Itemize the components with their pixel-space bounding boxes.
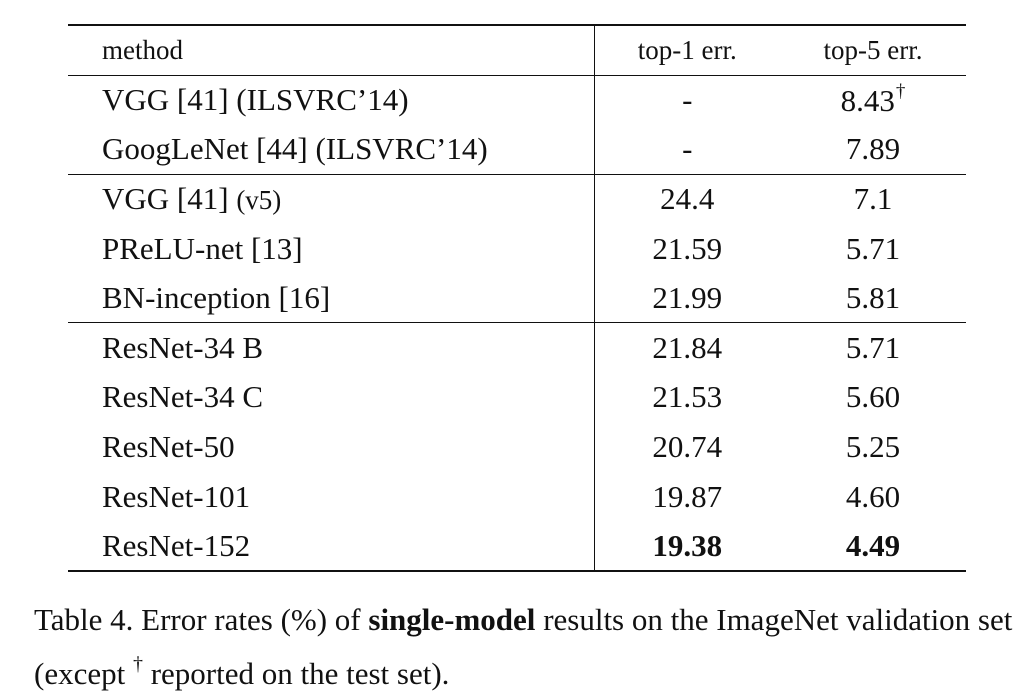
caption-prefix: Table 4. Error rates (%) of (34, 602, 369, 637)
caption-suffix: reported on the test set). (142, 656, 450, 691)
results-table-container: method top-1 err. top-5 err. VGG [41] (I… (68, 24, 966, 572)
top1-cell: - (593, 75, 780, 125)
header-top5-err: top-5 err. (780, 24, 966, 76)
method-version: (v5) (236, 185, 282, 216)
method-cell: ResNet-101 (102, 478, 251, 514)
table-row: VGG [41] (v5) 24.4 7.1 (68, 173, 966, 224)
header-top1-err: top-1 err. (593, 24, 780, 76)
top5-cell: 7.89 (845, 131, 901, 167)
header-method: method (68, 24, 594, 76)
method-cell: BN-inception [16] (102, 279, 331, 315)
method-cell: ResNet-152 (68, 521, 594, 572)
method-cell: GoogLeNet [44] (ILSVRC’14) (102, 131, 488, 167)
top1-cell: 21.59 (593, 223, 780, 274)
top5-cell: 4.60 (845, 478, 901, 514)
method-cell: ResNet-50 (102, 428, 235, 464)
method-name: VGG [41] (102, 181, 229, 217)
method-cell: ResNet-34 B (68, 322, 594, 373)
top5-cell: 5.25 (845, 428, 901, 464)
top5-cell: 5.71 (780, 322, 966, 373)
table-row: VGG [41] (ILSVRC’14) - 8.43† (68, 75, 966, 125)
table-row: ResNet-50 20.74 5.25 (68, 422, 966, 472)
top1-cell: 20.74 (593, 422, 780, 472)
top1-cell-best: 19.38 (593, 521, 780, 572)
caption-middle: results on the ImageNet validation set (… (34, 602, 1013, 691)
table-row: ResNet-152 19.38 4.49 (68, 521, 966, 572)
top5-cell: 5.60 (845, 379, 901, 415)
caption-dagger-mark: † (132, 653, 143, 675)
method-cell: VGG [41] (ILSVRC’14) (102, 82, 409, 118)
top5-cell: 5.81 (845, 279, 901, 315)
method-cell: PReLU-net [13] (102, 230, 303, 266)
top1-cell: 21.84 (593, 322, 780, 373)
table-row: BN-inception [16] 21.99 5.81 (68, 273, 966, 323)
table-row: PReLU-net [13] 21.59 5.71 (68, 223, 966, 274)
method-cell: ResNet-34 C (102, 379, 264, 415)
dagger-mark: † (895, 81, 906, 103)
top5-cell-best: 4.49 (780, 521, 966, 572)
table-row: ResNet-34 B 21.84 5.71 (68, 322, 966, 373)
top1-cell: 21.99 (593, 273, 780, 323)
method-cell: VGG [41] (v5) (68, 173, 594, 224)
results-table: method top-1 err. top-5 err. VGG [41] (I… (68, 24, 966, 572)
caption-bold-term: single-model (368, 602, 536, 637)
top1-cell: 24.4 (593, 173, 780, 224)
table-row: ResNet-34 C 21.53 5.60 (68, 372, 966, 423)
table-row: GoogLeNet [44] (ILSVRC’14) - 7.89 (68, 124, 966, 175)
top5-cell: 5.71 (845, 230, 901, 266)
top5-value: 8.43 (840, 83, 895, 119)
header-row: method top-1 err. top-5 err. (68, 24, 966, 76)
top1-cell: - (593, 124, 780, 175)
top1-cell: 19.87 (593, 471, 780, 522)
top5-cell: 7.1 (780, 173, 966, 224)
top1-cell: 21.53 (593, 372, 780, 423)
top5-cell: 8.43† (780, 75, 966, 125)
table-caption: Table 4. Error rates (%) of single-model… (34, 598, 1014, 696)
table-row: ResNet-101 19.87 4.60 (68, 471, 966, 522)
